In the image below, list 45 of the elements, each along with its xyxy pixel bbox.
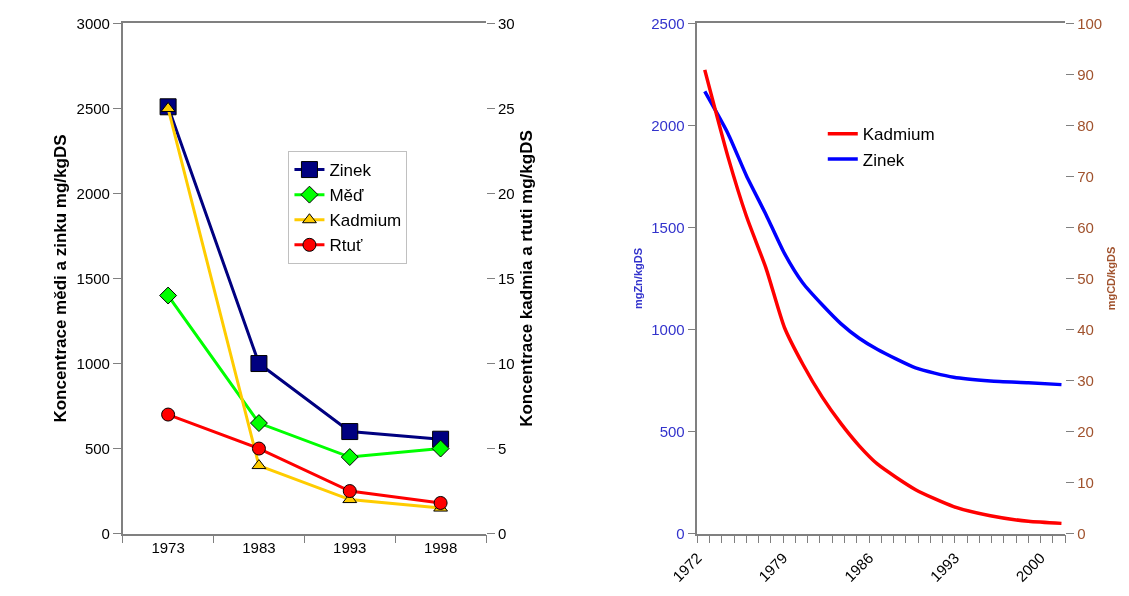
y2-tick-label: 70 bbox=[1077, 167, 1094, 185]
y-tick-label: 1500 bbox=[76, 269, 110, 287]
y2-tick-label: 0 bbox=[1077, 524, 1086, 542]
y2-tick-label: 20 bbox=[1077, 422, 1094, 440]
x-tick-label: 1998 bbox=[423, 539, 458, 557]
x-tick-label: 1983 bbox=[242, 539, 276, 557]
y-axis-title: Koncentrace mědi a zinku mg/kgDS bbox=[50, 134, 70, 423]
y2-tick-label: 100 bbox=[1077, 14, 1103, 32]
x-tick-label: 1973 bbox=[151, 539, 185, 557]
y-tick-label: 0 bbox=[676, 524, 685, 542]
y-tick-label: 500 bbox=[84, 439, 110, 457]
y-tick-label: 0 bbox=[101, 524, 110, 542]
legend-label: Kadmium bbox=[862, 125, 935, 145]
y-tick-label: 2000 bbox=[76, 184, 110, 202]
y2-axis-title: Koncentrace kadmia a rtuti mg/kgDS bbox=[517, 130, 537, 427]
legend-label: Zinek bbox=[329, 161, 372, 181]
y-axis-title: mgZn/kgDS bbox=[632, 247, 645, 310]
y2-tick-label: 5 bbox=[498, 439, 507, 457]
y-tick-label: 2500 bbox=[651, 14, 685, 32]
y-tick-label: 1000 bbox=[651, 320, 685, 338]
y2-tick-label: 80 bbox=[1077, 116, 1094, 134]
y2-tick-label: 30 bbox=[498, 14, 515, 32]
y-tick-label: 3000 bbox=[76, 14, 110, 32]
y2-tick-label: 50 bbox=[1077, 269, 1094, 287]
y2-tick-label: 90 bbox=[1077, 65, 1094, 83]
y2-tick-label: 40 bbox=[1077, 320, 1094, 338]
y2-tick-label: 60 bbox=[1077, 218, 1094, 236]
legend-label: Měď bbox=[329, 186, 365, 206]
y2-tick-label: 15 bbox=[498, 269, 515, 287]
y2-tick-label: 20 bbox=[498, 184, 515, 202]
legend-label: Zinek bbox=[862, 150, 905, 170]
legend-label: Kadmium bbox=[329, 211, 402, 231]
x-tick-label: 1993 bbox=[333, 539, 367, 557]
y-tick-label: 2500 bbox=[76, 99, 110, 117]
legend-label: Rtuť bbox=[329, 236, 363, 256]
y-tick-label: 500 bbox=[659, 422, 685, 440]
y2-tick-label: 30 bbox=[1077, 371, 1094, 389]
y2-axis-title: mgCD/kgDS bbox=[1105, 246, 1118, 311]
y2-tick-label: 25 bbox=[498, 99, 515, 117]
y-tick-label: 2000 bbox=[651, 116, 685, 134]
y2-tick-label: 0 bbox=[498, 524, 507, 542]
y-tick-label: 1000 bbox=[76, 354, 110, 372]
y-tick-label: 1500 bbox=[651, 218, 685, 236]
y2-tick-label: 10 bbox=[498, 354, 515, 372]
y2-tick-label: 10 bbox=[1077, 473, 1094, 491]
